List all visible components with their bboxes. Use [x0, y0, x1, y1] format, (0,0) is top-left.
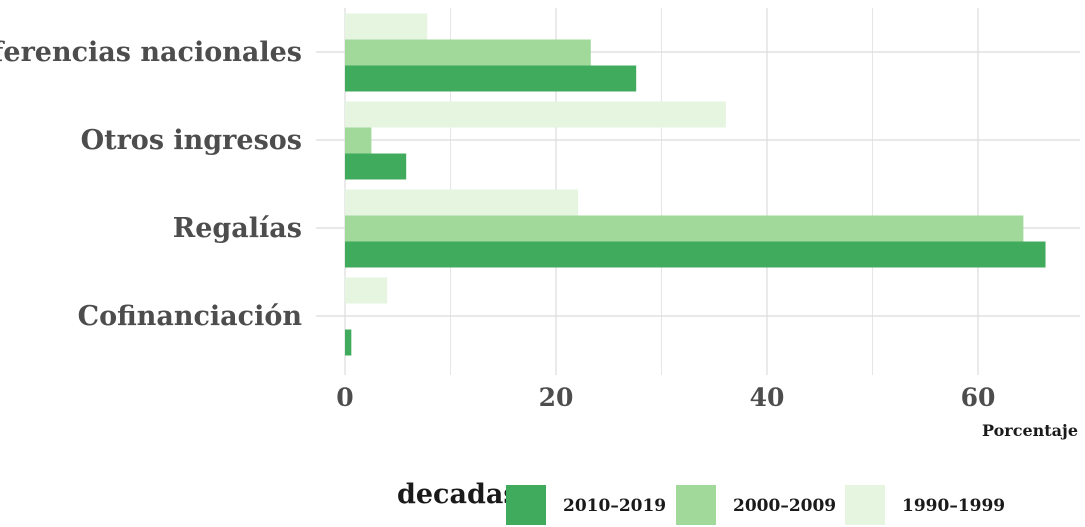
- legend-label-2010-2019: 2010–2019: [563, 496, 666, 516]
- legend-key-2000-2009: [676, 485, 716, 525]
- x-axis-title: Porcentaje: [982, 421, 1078, 440]
- x-tick-label: 0: [336, 383, 353, 412]
- x-tick-label: 20: [539, 383, 574, 412]
- legend-title: decadas: [397, 479, 519, 510]
- bar-regalias-2010-2019: [345, 241, 1046, 268]
- bar-regalias-2000-2009: [345, 215, 1024, 242]
- bar-transferencias-nacionales-2010-2019: [345, 65, 637, 92]
- legend-key-2010-2019: [506, 485, 546, 525]
- legend-key-1990-1999: [845, 485, 885, 525]
- bar-transferencias-nacionales-2000-2009: [345, 39, 591, 66]
- legend: decadas 2010–2019 2000–2009 1990–1999: [397, 479, 1005, 525]
- y-label-regalias: Regalías: [173, 213, 302, 244]
- bar-cofinanciacion-2010-2019: [345, 329, 352, 356]
- legend-label-2000-2009: 2000–2009: [733, 496, 836, 516]
- y-label-otros-ingresos: Otros ingresos: [81, 125, 302, 156]
- bar-otros-ingresos-1990-1999: [345, 101, 726, 128]
- bars: [345, 13, 1046, 356]
- x-tick-label: 40: [750, 383, 785, 412]
- bar-regalias-1990-1999: [345, 189, 579, 216]
- y-axis-labels: Cofinanciación Regalías Otros ingresos Tran…: [0, 37, 302, 332]
- x-tick-label: 60: [961, 383, 996, 412]
- x-axis-ticks: 0 20 40 60: [336, 383, 995, 412]
- y-label-cofinanciacion: Cofinanciación: [78, 301, 303, 332]
- bar-cofinanciacion-1990-1999: [345, 277, 388, 304]
- bar-otros-ingresos-2010-2019: [345, 153, 407, 180]
- legend-label-1990-1999: 1990–1999: [902, 496, 1005, 516]
- bar-otros-ingresos-2000-2009: [345, 127, 372, 154]
- y-label-transferencias-nacionales: Transferencias nacionales: [0, 37, 302, 68]
- bar-transferencias-nacionales-1990-1999: [345, 13, 428, 40]
